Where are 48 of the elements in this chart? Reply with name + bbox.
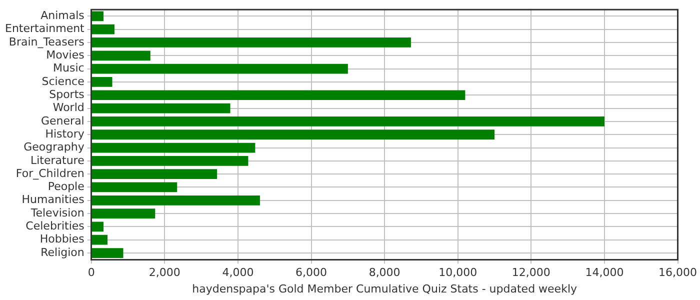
y-tick-label: Television <box>30 206 84 220</box>
bar <box>92 156 248 166</box>
y-tick-label: Geography <box>24 140 85 154</box>
y-tick-label: Brain_Teasers <box>8 35 85 48</box>
bar <box>92 142 256 153</box>
x-tick-label: 8,000 <box>368 266 400 280</box>
y-tick-label: People <box>48 180 85 194</box>
bar <box>92 248 124 258</box>
bar <box>92 103 230 114</box>
bar <box>92 116 604 126</box>
y-tick-label: Hobbies <box>40 232 85 246</box>
bar <box>92 222 104 232</box>
bar <box>92 50 150 61</box>
x-tick-label: 10,000 <box>438 266 478 280</box>
bar <box>92 169 218 180</box>
y-tick-label: For_Children <box>16 166 84 180</box>
bar <box>92 234 108 245</box>
bar <box>92 38 411 48</box>
x-tick-label: 6,000 <box>296 266 328 280</box>
bar <box>92 90 466 100</box>
x-tick-label: 16,000 <box>658 266 698 280</box>
x-tick-label: 4,000 <box>222 266 254 280</box>
y-tick-label: Movies <box>46 48 85 62</box>
x-tick-label: 0 <box>88 266 95 280</box>
y-tick-label: Literature <box>30 154 85 167</box>
y-tick-label: World <box>52 101 84 114</box>
bar <box>92 24 114 34</box>
bar <box>92 64 348 74</box>
x-axis-title: haydenspapa's Gold Member Cumulative Quiz Stats - updated weekly <box>192 282 578 296</box>
y-tick-label: Religion <box>40 246 84 259</box>
y-tick-label: General <box>41 114 84 128</box>
bar <box>92 208 156 218</box>
y-tick-label: Music <box>53 62 84 75</box>
x-tick-label: 2,000 <box>148 266 180 280</box>
y-tick-label: Celebrities <box>26 220 85 233</box>
bar <box>92 77 112 87</box>
bar <box>92 130 495 140</box>
y-tick-label: Science <box>42 74 85 88</box>
y-tick-label: History <box>45 127 85 140</box>
x-tick-label: 14,000 <box>585 266 624 280</box>
bar <box>92 11 104 22</box>
x-tick-label: 12,000 <box>512 266 550 280</box>
bar <box>92 195 260 206</box>
y-tick-label: Sports <box>49 88 85 101</box>
y-tick-label: Humanities <box>22 193 85 206</box>
y-tick-label: Animals <box>40 9 85 22</box>
y-tick-label: Entertainment <box>5 22 86 36</box>
bar <box>92 182 178 192</box>
